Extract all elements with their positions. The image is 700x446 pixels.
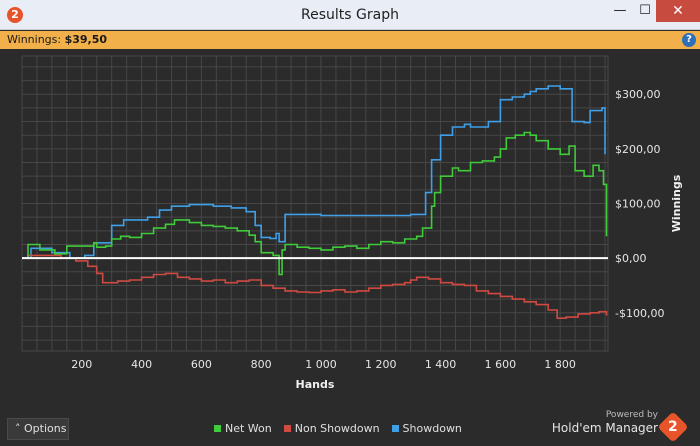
series-line-nonsd (22, 254, 608, 319)
minimize-button[interactable]: — (613, 3, 627, 18)
x-tick-label: 200 (71, 358, 92, 371)
brand-name: Hold'em Manager (551, 421, 658, 435)
y-tick-label: $200,00 (615, 143, 661, 156)
winnings-label: Winnings: (7, 33, 62, 46)
legend-swatch-showdown (391, 424, 399, 432)
winnings-value: $39,50 (64, 33, 108, 46)
grid-lines (21, 55, 609, 352)
results-graph: 200 400 600 800 1 000 1 200 1 400 1 600 1 800 -$… (21, 55, 683, 391)
y-axis-ticks: -$100,00 $0,00 $100,00 $200,00 $300,00 (615, 88, 664, 320)
x-tick-label: 1 400 (425, 358, 457, 371)
x-tick-label: 1 000 (305, 358, 337, 371)
chevron-up-icon: ˄ (15, 422, 21, 435)
y-axis-title: Winnings (670, 174, 683, 232)
legend-label-non-showdown: Non Showdown (294, 421, 380, 435)
brand-logo-glyph: 2 (668, 419, 678, 435)
series-layer (22, 85, 608, 319)
help-icon[interactable]: ? (682, 33, 696, 47)
y-tick-label: $300,00 (615, 88, 661, 101)
brand-logo-icon: 2 (657, 411, 689, 443)
legend-swatch-non-showdown (283, 424, 291, 432)
winnings-bar: Winnings: $39,50 ? (0, 31, 700, 49)
maximize-button[interactable]: ☐ (639, 3, 651, 18)
x-axis-title: Hands (296, 378, 335, 391)
title-bar: 2 Results Graph — ☐ ✕ (0, 0, 700, 30)
legend-label-showdown: Showdown (402, 421, 462, 435)
series-line-sd (22, 85, 606, 259)
legend: Net Won Non Showdown Showdown (214, 421, 462, 435)
legend-label-net-won: Net Won (225, 421, 272, 435)
winnings-summary: Winnings: $39,50 (7, 33, 107, 46)
legend-item-showdown[interactable]: Showdown (391, 421, 462, 435)
legend-item-net-won[interactable]: Net Won (214, 421, 272, 435)
x-tick-label: 1 200 (365, 358, 397, 371)
app-icon: 2 (7, 7, 23, 23)
y-tick-label: -$100,00 (615, 307, 664, 320)
close-button[interactable]: ✕ (656, 0, 700, 22)
options-label: Options (24, 422, 67, 435)
powered-by-text: Powered by (605, 410, 658, 420)
series-line-net (22, 131, 608, 276)
x-tick-label: 1 600 (485, 358, 517, 371)
brand: Powered by Hold'em Manager 2 (552, 410, 700, 444)
x-tick-label: 800 (251, 358, 272, 371)
y-tick-label: $0,00 (615, 252, 647, 265)
options-button[interactable]: ˄ Options (7, 418, 69, 440)
x-tick-label: 600 (191, 358, 212, 371)
legend-item-non-showdown[interactable]: Non Showdown (283, 421, 380, 435)
x-tick-label: 400 (131, 358, 152, 371)
legend-swatch-net-won (214, 424, 221, 432)
window-title: Results Graph (301, 7, 399, 23)
x-tick-label: 1 800 (544, 358, 576, 371)
x-axis-ticks: 200 400 600 800 1 000 1 200 1 400 1 600 1 800 (71, 358, 576, 371)
y-tick-label: $100,00 (615, 198, 661, 211)
